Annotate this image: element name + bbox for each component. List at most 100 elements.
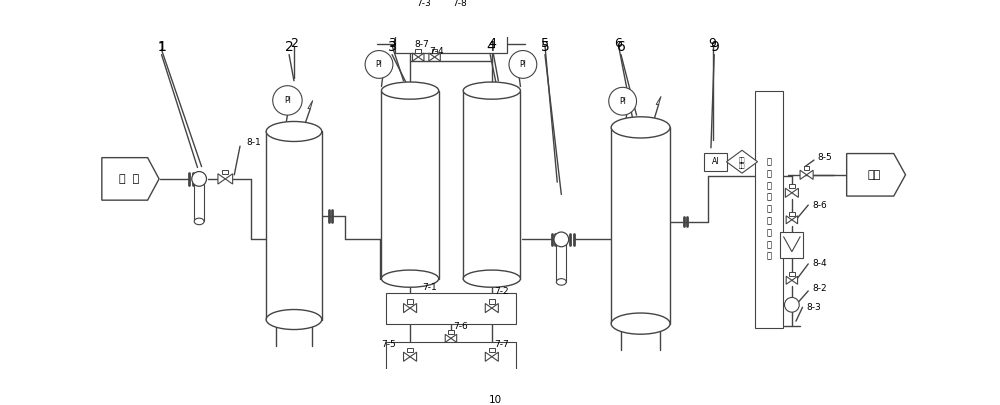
Bar [407, 348, 413, 352]
Polygon shape [492, 303, 498, 313]
Ellipse shape [611, 117, 670, 138]
Circle shape [609, 87, 637, 115]
Circle shape [192, 172, 206, 186]
Ellipse shape [556, 279, 566, 285]
Bar [407, 299, 413, 303]
Polygon shape [410, 303, 417, 313]
Polygon shape [785, 188, 792, 197]
Bar [386, 342, 516, 371]
Polygon shape [492, 352, 498, 361]
Polygon shape [451, 334, 457, 342]
Bar [463, 91, 520, 279]
Bar [804, 166, 809, 170]
Circle shape [554, 232, 569, 247]
Bar [395, 35, 507, 53]
Bar [755, 91, 783, 328]
Bar [611, 128, 670, 324]
Ellipse shape [381, 82, 439, 99]
Polygon shape [218, 174, 225, 184]
Polygon shape [792, 216, 798, 224]
Text: PI: PI [376, 60, 382, 69]
Bar [415, 49, 421, 53]
Text: 4: 4 [486, 40, 495, 54]
Polygon shape [410, 352, 417, 361]
Text: 7-5: 7-5 [381, 340, 396, 349]
Bar [477, 4, 482, 8]
Bar [266, 132, 322, 320]
Polygon shape [413, 53, 418, 61]
Bar [789, 212, 795, 216]
Bar [419, 4, 425, 8]
Text: 6: 6 [615, 37, 622, 50]
Circle shape [785, 297, 799, 312]
Polygon shape [485, 352, 492, 361]
Ellipse shape [194, 218, 204, 225]
Bar [448, 330, 454, 334]
Polygon shape [726, 150, 758, 173]
Text: PI: PI [519, 60, 526, 69]
Polygon shape [786, 276, 792, 284]
Polygon shape [480, 8, 485, 16]
Text: 7-7: 7-7 [494, 340, 509, 349]
Polygon shape [656, 96, 661, 104]
Polygon shape [786, 216, 792, 224]
Text: AI: AI [712, 157, 720, 166]
Bar [386, 292, 516, 324]
Polygon shape [225, 174, 233, 184]
Text: 8-7: 8-7 [414, 40, 429, 49]
Text: 8-5: 8-5 [817, 153, 832, 162]
Bar [442, 388, 484, 405]
Text: 5: 5 [541, 37, 549, 50]
Ellipse shape [463, 82, 520, 99]
Text: 8-2: 8-2 [812, 284, 827, 293]
Text: 1: 1 [158, 41, 165, 54]
Polygon shape [422, 8, 428, 16]
Ellipse shape [463, 270, 520, 287]
Circle shape [273, 86, 302, 115]
Text: 6: 6 [617, 40, 625, 54]
Text: 8-3: 8-3 [807, 303, 821, 312]
Text: 气  源: 气 源 [119, 174, 139, 184]
Text: 7-3: 7-3 [417, 0, 431, 9]
Circle shape [365, 51, 393, 78]
Polygon shape [800, 170, 807, 179]
Bar [381, 91, 439, 279]
Polygon shape [445, 334, 451, 342]
Bar [789, 272, 795, 276]
Polygon shape [417, 8, 422, 16]
Text: 10: 10 [489, 395, 502, 405]
Ellipse shape [381, 270, 439, 287]
Polygon shape [792, 276, 798, 284]
Text: 2: 2 [285, 40, 293, 54]
Bar [704, 153, 727, 171]
Text: 1: 1 [157, 40, 166, 54]
Text: 8-6: 8-6 [812, 200, 827, 209]
Text: 分析: 分析 [739, 164, 745, 169]
Polygon shape [807, 170, 813, 179]
Polygon shape [847, 153, 906, 196]
Polygon shape [404, 352, 410, 361]
Bar [489, 348, 495, 352]
Bar [556, 239, 566, 282]
Polygon shape [485, 303, 492, 313]
Polygon shape [418, 53, 424, 61]
Ellipse shape [266, 309, 322, 330]
Text: 5: 5 [541, 40, 549, 54]
Text: 智
能
氮
气
纯
度
控
制
仪: 智 能 氮 气 纯 度 控 制 仪 [766, 158, 771, 261]
Text: 7-8: 7-8 [453, 0, 467, 9]
Ellipse shape [611, 313, 670, 334]
Polygon shape [429, 53, 435, 61]
Text: PI: PI [284, 96, 291, 105]
Text: 7-6: 7-6 [453, 322, 468, 330]
Bar [194, 179, 204, 222]
Text: 7-2: 7-2 [494, 287, 509, 296]
Text: 7-1: 7-1 [422, 283, 437, 292]
Text: 8-1: 8-1 [247, 138, 261, 147]
Circle shape [509, 51, 537, 78]
Text: 氮气: 氮气 [868, 170, 881, 180]
Polygon shape [474, 8, 480, 16]
Polygon shape [308, 100, 313, 109]
Text: PI: PI [619, 97, 626, 106]
Bar [222, 170, 228, 174]
Text: 3: 3 [388, 37, 396, 50]
